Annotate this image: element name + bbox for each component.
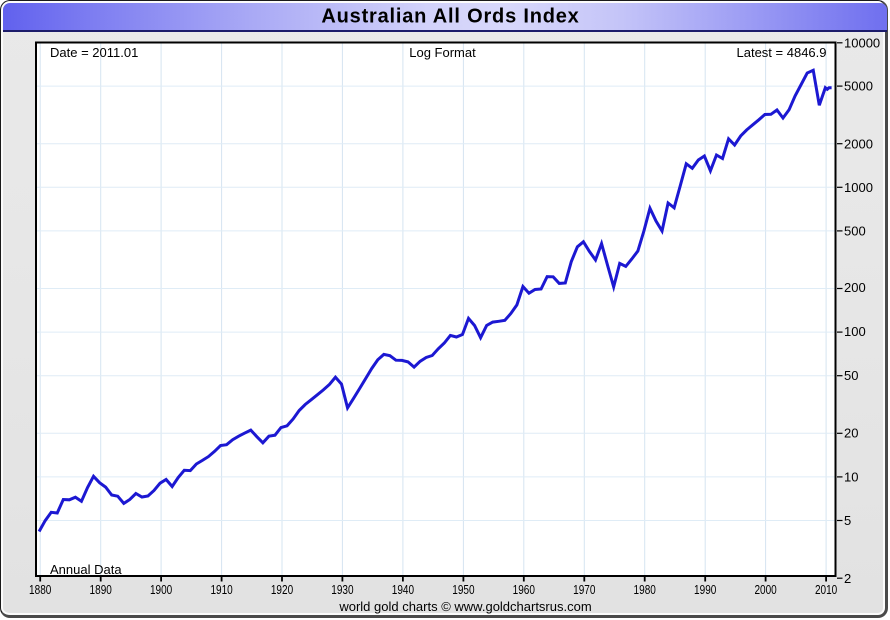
- svg-text:200: 200: [844, 280, 866, 295]
- svg-text:1960: 1960: [513, 582, 535, 597]
- svg-text:2000: 2000: [844, 136, 873, 151]
- svg-text:5000: 5000: [844, 79, 873, 94]
- svg-text:Date = 2011.01: Date = 2011.01: [50, 45, 138, 60]
- svg-text:100: 100: [844, 324, 866, 339]
- svg-text:1880: 1880: [29, 582, 51, 597]
- svg-text:Annual Data: Annual Data: [50, 562, 122, 577]
- svg-text:1940: 1940: [392, 582, 414, 597]
- svg-text:1910: 1910: [210, 582, 232, 597]
- svg-text:10: 10: [844, 470, 858, 485]
- svg-text:50: 50: [844, 368, 858, 383]
- svg-text:2010: 2010: [815, 582, 837, 597]
- svg-text:1900: 1900: [150, 582, 172, 597]
- svg-text:20: 20: [844, 426, 858, 441]
- svg-text:1950: 1950: [452, 582, 474, 597]
- svg-text:1920: 1920: [271, 582, 293, 597]
- svg-text:500: 500: [844, 224, 866, 239]
- svg-text:1970: 1970: [573, 582, 595, 597]
- svg-text:1990: 1990: [694, 582, 716, 597]
- svg-text:1930: 1930: [331, 582, 353, 597]
- svg-text:2000: 2000: [754, 582, 776, 597]
- svg-text:1890: 1890: [90, 582, 112, 597]
- svg-text:Latest = 4846.9: Latest = 4846.9: [737, 45, 827, 60]
- svg-text:Australian All Ords Index: Australian All Ords Index: [321, 5, 579, 27]
- svg-text:1000: 1000: [844, 180, 873, 195]
- svg-text:Log Format: Log Format: [409, 45, 476, 60]
- svg-text:5: 5: [844, 513, 851, 528]
- svg-text:10000: 10000: [844, 35, 880, 50]
- svg-text:1980: 1980: [634, 582, 656, 597]
- svg-text:2: 2: [844, 571, 851, 586]
- svg-text:world gold charts © www.goldch: world gold charts © www.goldchartsrus.co…: [338, 599, 591, 614]
